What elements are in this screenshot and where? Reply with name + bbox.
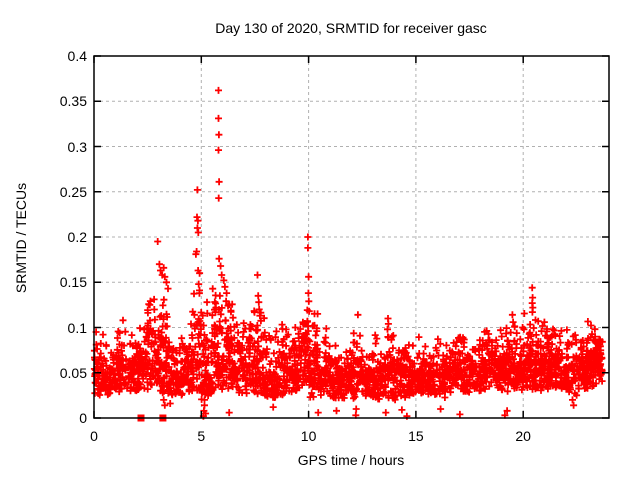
y-tick-label: 0.15 — [59, 274, 87, 291]
x-tick-label: 10 — [300, 428, 317, 444]
scatter-points — [90, 86, 606, 420]
x-tick-label: 0 — [90, 428, 98, 444]
x-axis-label: GPS time / hours — [297, 452, 405, 468]
y-tick-label: 0.1 — [67, 319, 87, 336]
y-tick-label: 0.2 — [67, 229, 87, 245]
y-tick-label: 0.3 — [67, 138, 87, 155]
y-tick-label: 0.35 — [59, 93, 87, 110]
x-tick-label: 15 — [408, 428, 424, 444]
plot-border — [93, 55, 610, 419]
y-tick-label: 0.4 — [67, 48, 87, 64]
x-tick-label: 20 — [515, 428, 531, 444]
x-tick-label: 5 — [197, 428, 206, 444]
chart-title: Day 130 of 2020, SRMTID for receiver gas… — [215, 20, 487, 36]
y-tick-label: 0 — [79, 410, 87, 426]
y-tick-label: 0.25 — [59, 183, 87, 200]
y-tick-label: 0.05 — [59, 364, 87, 381]
